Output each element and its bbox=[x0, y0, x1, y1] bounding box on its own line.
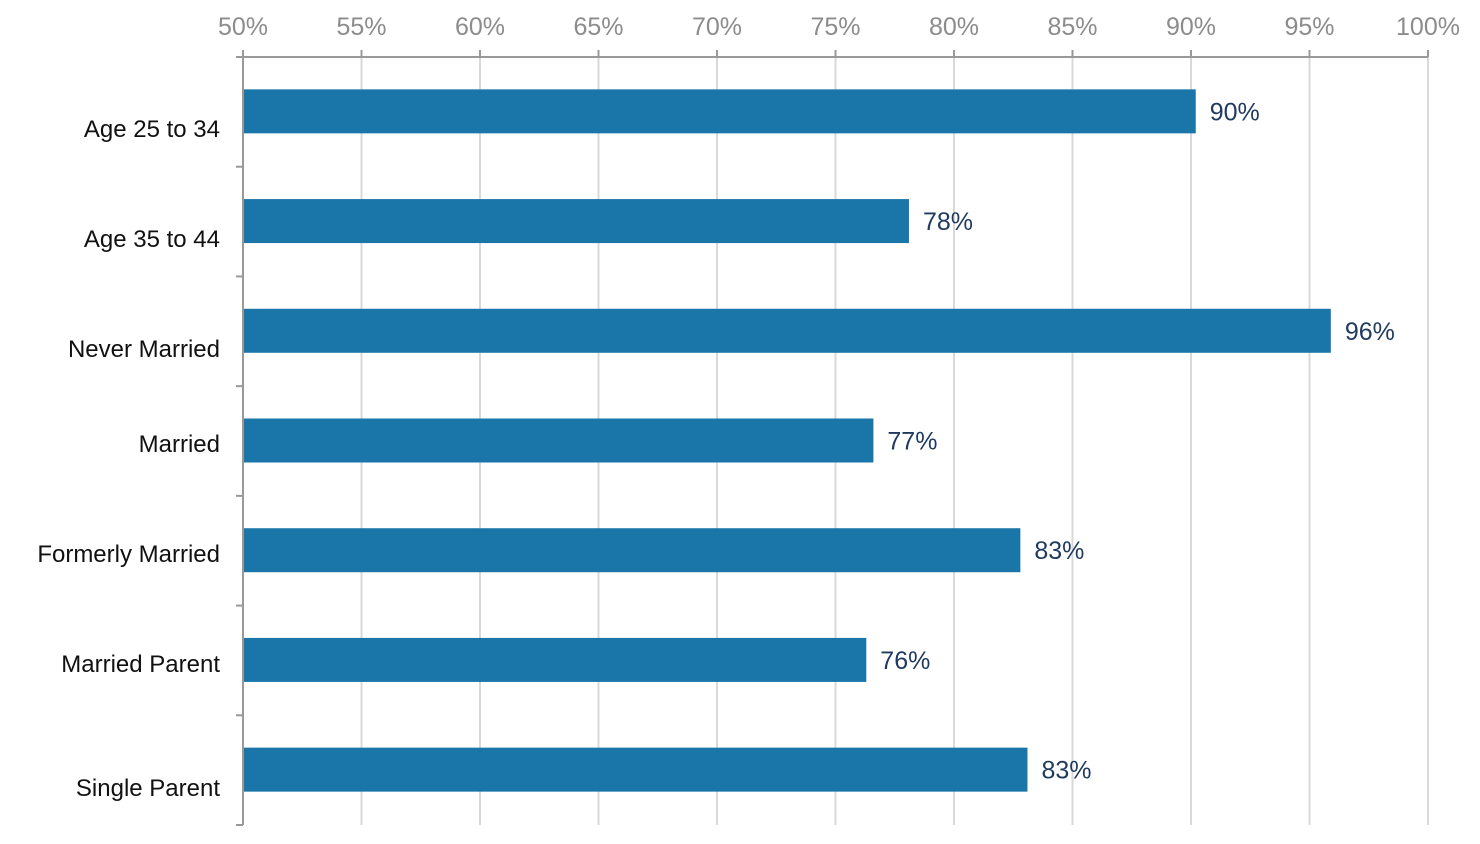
data-label: 83% bbox=[1034, 537, 1084, 565]
x-tick-label: 50% bbox=[218, 13, 268, 41]
x-tick-label: 70% bbox=[692, 13, 742, 41]
bar bbox=[244, 308, 1331, 353]
x-tick-label: 100% bbox=[1396, 13, 1460, 41]
bar bbox=[244, 199, 909, 244]
bar bbox=[244, 528, 1021, 573]
category-label: Age 25 to 34 bbox=[84, 116, 220, 143]
x-tick-label: 95% bbox=[1284, 13, 1334, 41]
data-label: 77% bbox=[887, 428, 937, 456]
category-label: Married bbox=[139, 431, 220, 458]
category-label: Married Parent bbox=[61, 651, 220, 678]
data-label: 90% bbox=[1210, 98, 1260, 126]
category-label: Formerly Married bbox=[37, 541, 220, 568]
x-tick-label: 85% bbox=[1047, 13, 1097, 41]
x-tick-label: 75% bbox=[810, 13, 860, 41]
data-label: 76% bbox=[880, 647, 930, 675]
bar bbox=[244, 637, 867, 682]
bar bbox=[244, 747, 1028, 792]
x-tick-label: 80% bbox=[929, 13, 979, 41]
x-tick-label: 65% bbox=[573, 13, 623, 41]
data-label: 78% bbox=[923, 208, 973, 236]
data-label: 83% bbox=[1041, 757, 1091, 785]
x-tick-label: 90% bbox=[1166, 13, 1216, 41]
x-tick-label: 55% bbox=[336, 13, 386, 41]
category-label: Never Married bbox=[68, 336, 220, 363]
bar bbox=[244, 89, 1196, 134]
category-label: Age 35 to 44 bbox=[84, 226, 220, 253]
category-label: Single Parent bbox=[76, 775, 220, 802]
x-tick-label: 60% bbox=[455, 13, 505, 41]
data-label: 96% bbox=[1345, 318, 1395, 346]
bar bbox=[244, 418, 874, 463]
